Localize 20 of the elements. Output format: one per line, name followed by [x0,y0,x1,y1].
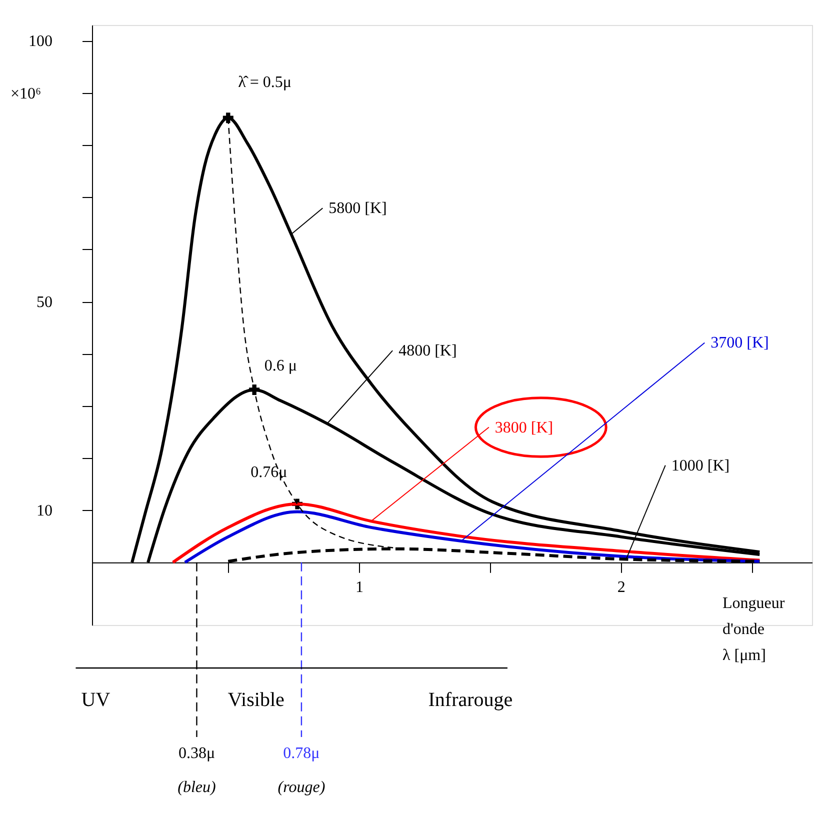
text: 1000 [K] [671,457,730,474]
annotation: 0.6 μ [264,358,297,375]
annotation: 0.76μ [250,464,288,481]
text: UV [81,689,111,711]
annotation: λ̂ = 0.5μ [238,74,292,91]
y-tick-label: 10 [36,502,52,520]
text: 3700 [K] [710,334,769,352]
ref-line-label: 0.78μ (rouge) [278,745,326,796]
ref-line-label: 0.38μ (bleu) [178,745,216,796]
text: 4800 [K] [398,342,457,360]
y-axis-title: ×10⁶ [10,86,42,102]
x-tick-label: 1 [356,578,364,596]
text: 5800 [K] [328,200,387,218]
y-tick-label: 100 [28,33,52,50]
y-tick-label: 50 [36,294,52,312]
text: Visible [228,689,284,711]
text: Infrarouge [428,689,513,711]
x-axis-title: Longueur d'onde λ [μm] [722,594,786,664]
x-tick-label: 2 [617,578,626,596]
text: 3800 [K] [494,419,554,436]
